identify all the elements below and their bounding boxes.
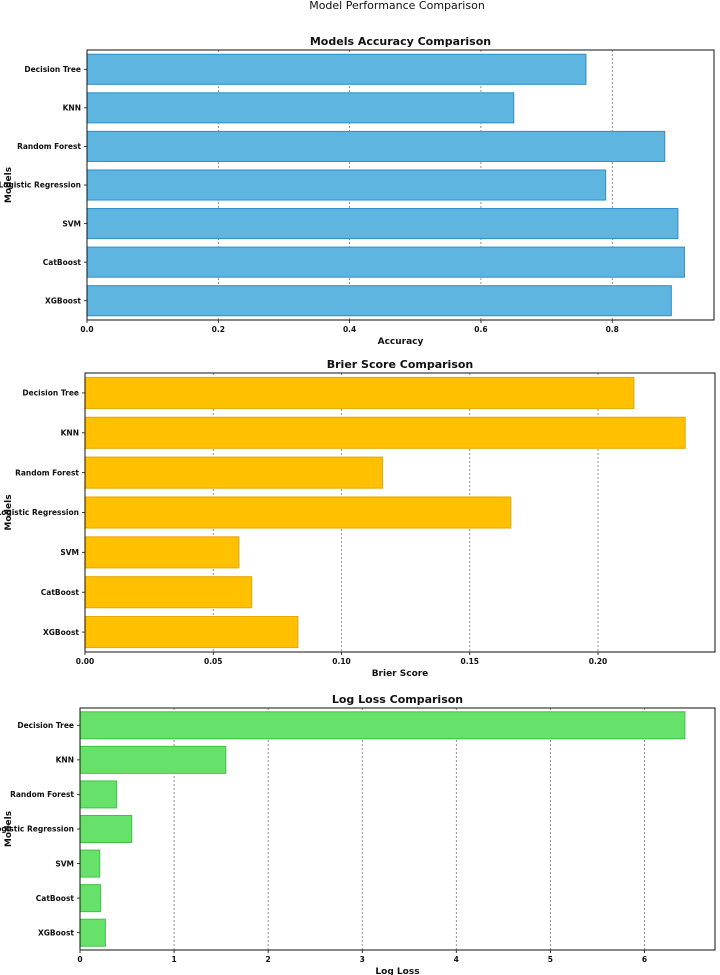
log-loss-bar — [79, 884, 102, 913]
log-loss-bar — [79, 711, 686, 740]
accuracy-category-label: Logistic Regression — [0, 181, 81, 190]
brier-score-category-label: SVM — [60, 548, 79, 557]
log-loss-axes-frame — [79, 707, 716, 951]
brier-score-category-label: CatBoost — [41, 588, 80, 597]
accuracy-bar — [86, 208, 679, 240]
accuracy-x-tick-label: 0.4 — [343, 325, 356, 334]
log-loss-category-label: Decision Tree — [17, 721, 74, 730]
brier-score-panel: Decision Tree KNN Random Forest Logistic Re… — [0, 358, 716, 679]
brier-score-x-tick-label: 0.05 — [204, 657, 223, 666]
brier-score-x-tick-label: 0.20 — [589, 657, 608, 666]
accuracy-chart-title: Models Accuracy Comparison — [310, 35, 491, 48]
brier-score-category-label: Decision Tree — [22, 389, 79, 398]
log-loss-x-tick-label: 3 — [360, 955, 365, 964]
accuracy-category-label: KNN — [63, 104, 81, 113]
log-loss-category-label: XGBoost — [38, 928, 74, 937]
log-loss-x-tick-label: 6 — [642, 955, 647, 964]
brier-score-chart-title: Brier Score Comparison — [327, 358, 474, 371]
brier-score-bar — [84, 416, 686, 449]
accuracy-bar — [86, 130, 666, 162]
log-loss-bar — [79, 815, 133, 843]
log-loss-category-label: CatBoost — [36, 894, 75, 903]
accuracy-bar — [86, 92, 515, 124]
log-loss-category-label: SVM — [55, 859, 74, 868]
log-loss-panel: Decision Tree KNN Random Forest Logistic Re… — [0, 693, 716, 975]
brier-score-x-axis-label: Brier Score — [372, 669, 429, 679]
log-loss-x-tick-label: 1 — [171, 955, 176, 964]
brier-score-axes-frame — [84, 372, 716, 653]
accuracy-x-tick-label: 0.2 — [212, 325, 225, 334]
accuracy-x-axis-label: Accuracy — [378, 337, 424, 347]
brier-score-bar — [84, 496, 512, 529]
brier-score-y-axis-label: Models — [4, 494, 14, 530]
brier-score-category-label: KNN — [61, 428, 79, 437]
log-loss-chart-title: Log Loss Comparison — [332, 693, 463, 706]
log-loss-x-axis-label: Log Loss — [375, 967, 419, 975]
accuracy-category-label: Random Forest — [17, 142, 81, 151]
log-loss-y-axis-label: Models — [4, 811, 14, 847]
log-loss-x-tick-label: 4 — [454, 955, 459, 964]
brier-score-category-label: Logistic Regression — [0, 508, 79, 517]
accuracy-bar — [86, 53, 587, 85]
accuracy-bar — [86, 169, 607, 201]
log-loss-x-tick-label: 0 — [77, 955, 82, 964]
brier-score-category-label: XGBoost — [43, 628, 79, 637]
brier-score-x-tick-label: 0.10 — [332, 657, 351, 666]
brier-score-bar — [84, 536, 240, 569]
accuracy-axes-frame — [86, 49, 715, 321]
brier-score-bar — [84, 376, 635, 409]
figure-title: Model Performance Comparison — [309, 0, 485, 12]
accuracy-x-tick-label: 0.6 — [474, 325, 487, 334]
log-loss-category-label: Logistic Regression — [0, 825, 74, 834]
log-loss-bar — [79, 780, 118, 809]
log-loss-x-tick-label: 2 — [266, 955, 271, 964]
brier-score-bar — [84, 576, 253, 609]
accuracy-category-label: Decision Tree — [24, 65, 81, 74]
log-loss-category-label: KNN — [56, 756, 74, 765]
accuracy-y-axis-label: Models — [4, 167, 14, 203]
accuracy-category-label: CatBoost — [43, 258, 82, 267]
brier-score-x-tick-label: 0.00 — [76, 657, 95, 666]
brier-score-category-label: Random Forest — [15, 468, 79, 477]
accuracy-category-label: SVM — [62, 219, 81, 228]
accuracy-x-tick-label: 0.0 — [80, 325, 93, 334]
log-loss-bar — [79, 745, 227, 774]
accuracy-bar — [86, 285, 672, 317]
brier-score-bar — [84, 616, 299, 649]
log-loss-x-tick-label: 5 — [548, 955, 553, 964]
brier-score-x-tick-label: 0.15 — [461, 657, 480, 666]
log-loss-category-label: Random Forest — [10, 790, 74, 799]
log-loss-bar — [79, 849, 101, 878]
accuracy-panel: Decision Tree KNN Random Forest Logistic Re… — [0, 35, 715, 347]
accuracy-bar — [86, 246, 685, 278]
accuracy-x-tick-label: 0.8 — [606, 325, 619, 334]
accuracy-category-label: XGBoost — [45, 296, 81, 305]
brier-score-bar — [84, 456, 384, 489]
log-loss-bar — [79, 918, 106, 947]
